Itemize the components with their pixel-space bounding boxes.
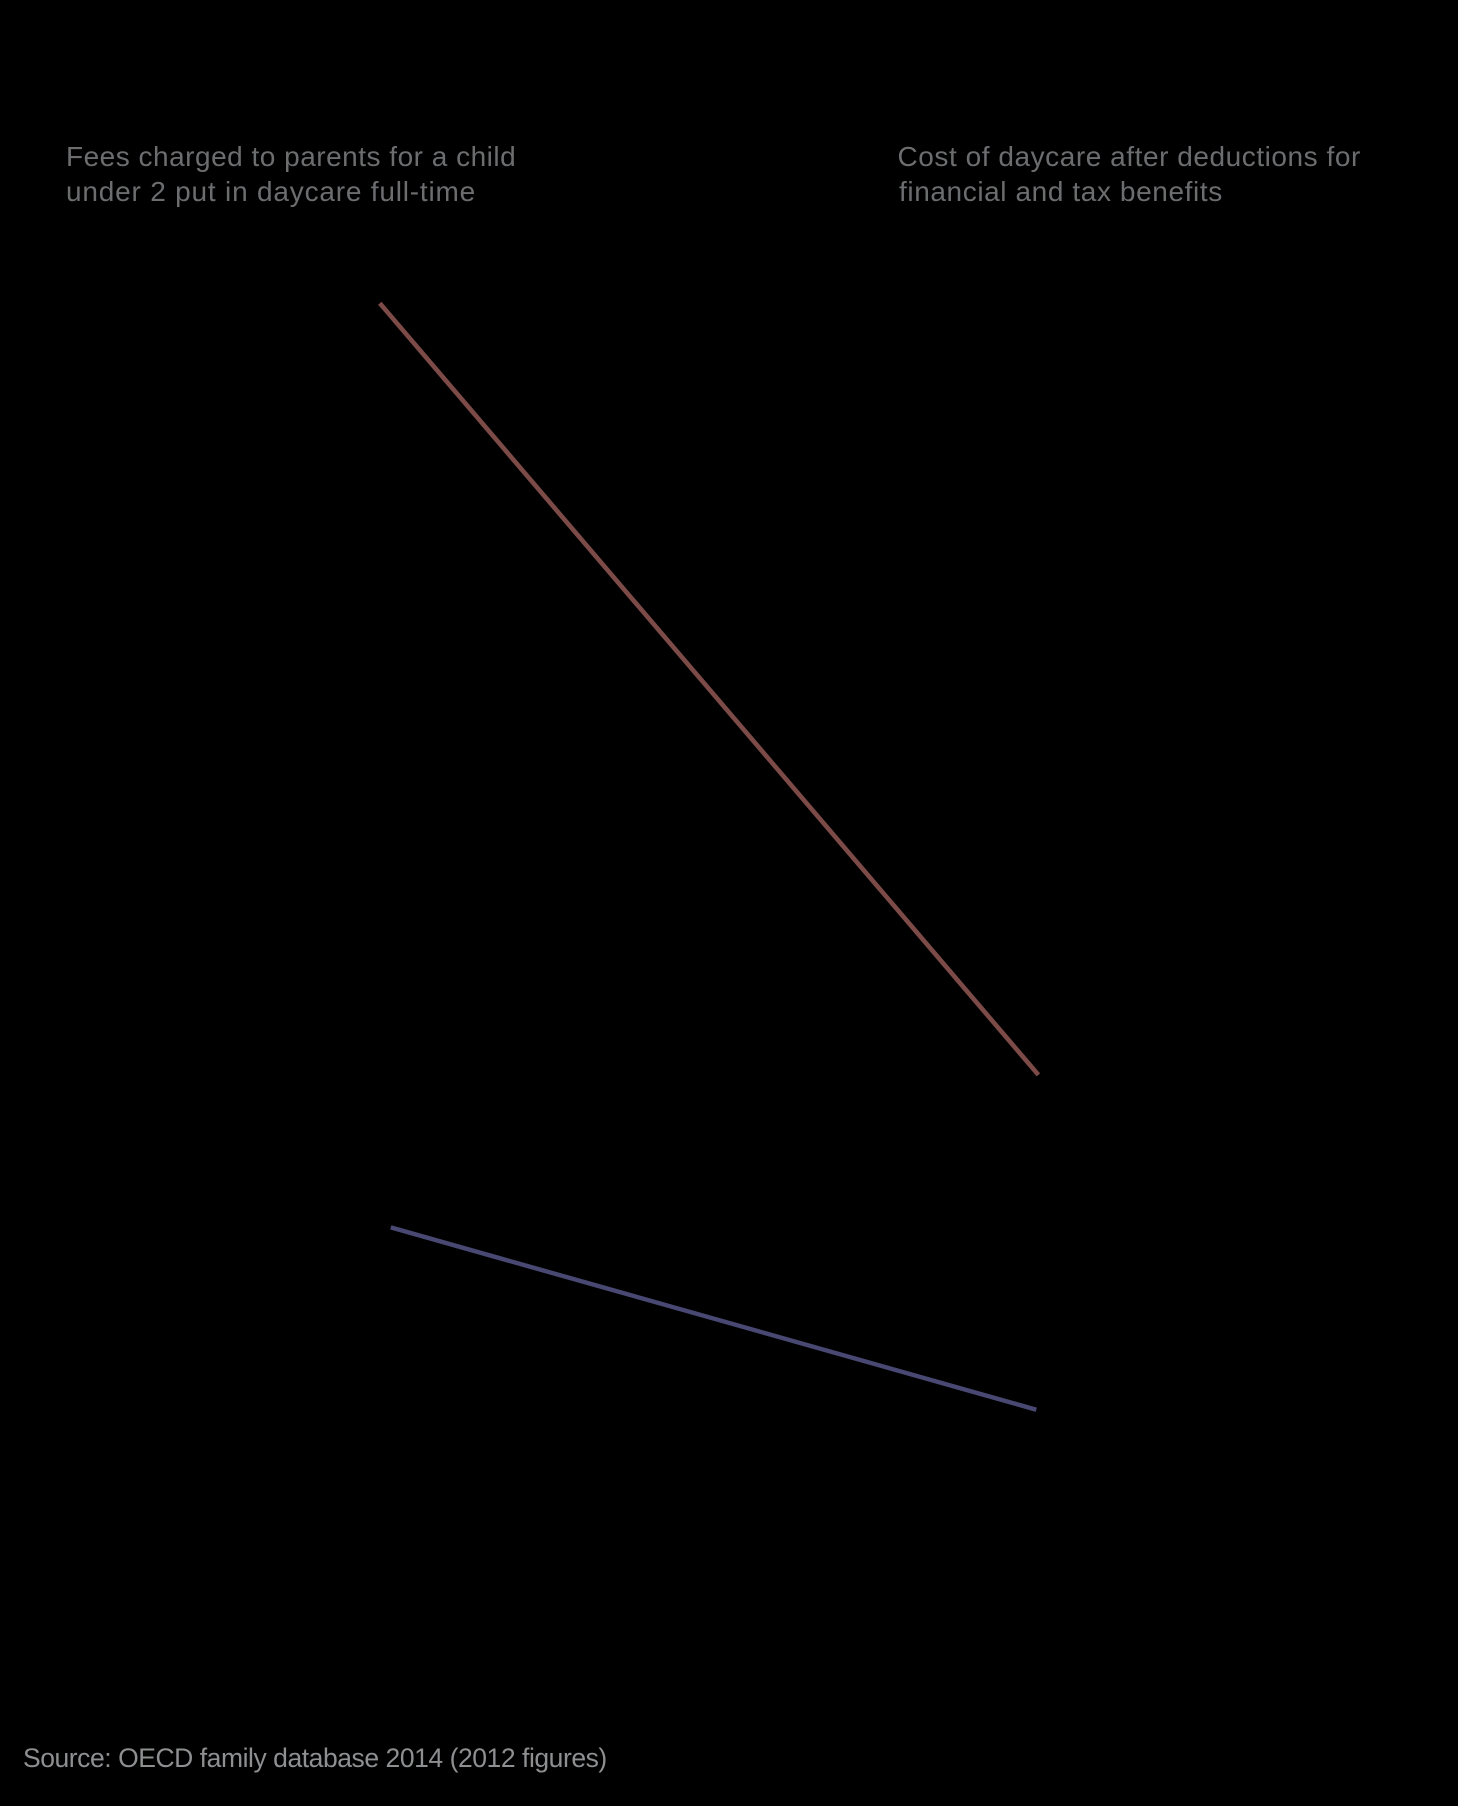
svg-text:financial and tax benefits: financial and tax benefits [899,176,1223,207]
svg-text:Source: OECD family database 2: Source: OECD family database 2014 (2012 … [23,1743,607,1773]
svg-text:under 2 put in daycare full-ti: under 2 put in daycare full-time [66,176,476,207]
svg-text:Cost of daycare after deductio: Cost of daycare after deductions for [898,141,1361,172]
svg-text:Fees charged to parents for a: Fees charged to parents for a child [66,141,516,172]
